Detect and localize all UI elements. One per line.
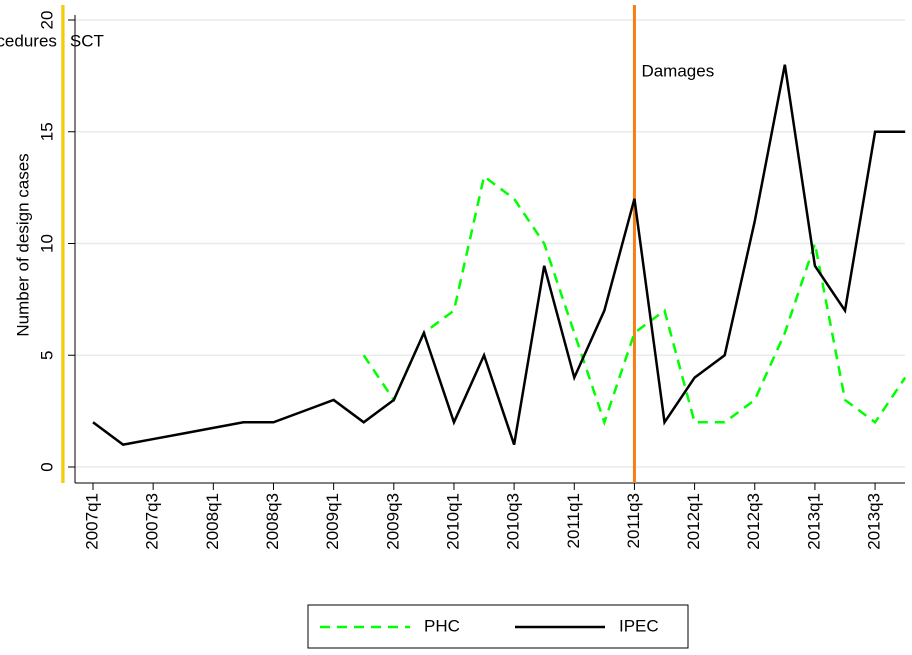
x-tick-label: 2013q1 — [804, 493, 823, 550]
y-tick-label: 5 — [37, 351, 56, 360]
y-tick-label: 0 — [37, 462, 56, 471]
x-tick-label: 2007q1 — [82, 493, 101, 550]
x-tick-label: 2007q3 — [143, 493, 162, 550]
legend-label: IPEC — [619, 616, 659, 635]
event-label: Damages — [641, 61, 714, 80]
x-tick-label: 2010q3 — [504, 493, 523, 550]
x-tick-label: 2010q1 — [443, 493, 462, 550]
x-tick-label: 2009q1 — [323, 493, 342, 550]
x-tick-label: 2011q3 — [624, 493, 643, 548]
x-tick-label: 2012q1 — [684, 493, 703, 550]
x-tick-label: 2008q1 — [203, 493, 222, 550]
x-tick-label: 2011q1 — [564, 493, 583, 548]
series-line — [92, 64, 906, 446]
y-tick-label: 10 — [37, 234, 56, 253]
x-tick-label: 2013q3 — [865, 493, 884, 550]
x-tick-label: 2008q3 — [263, 493, 282, 550]
x-tick-label: 2009q3 — [383, 493, 402, 550]
event-label: SCT — [70, 31, 104, 50]
y-tick-label: 20 — [37, 11, 56, 30]
event-label: Costs and procedures — [0, 31, 57, 50]
y-tick-label: 15 — [37, 122, 56, 141]
y-axis-title: Number of design cases — [13, 153, 32, 336]
x-tick-label: 2012q3 — [744, 493, 763, 550]
legend-label: PHC — [424, 616, 460, 635]
